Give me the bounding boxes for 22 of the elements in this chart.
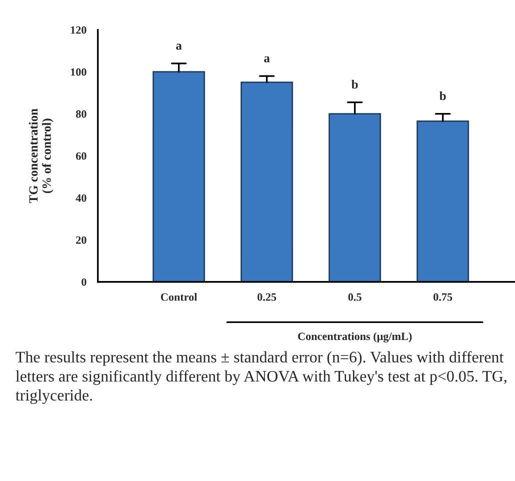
bar: [416, 120, 470, 282]
x-tick-label: 0.25: [258, 293, 276, 301]
y-axis-title: TG concentration (% of control): [28, 108, 54, 204]
text: The results represent the means ± standard error (n=6). Values with different letters are significantly different by ANOVA with Tukey's test at p<0.05. TG, triglyceride.: [16, 351, 506, 404]
bar: [152, 71, 206, 282]
x-tick-label: Control: [160, 292, 198, 301]
x-tick-label: 0.5: [348, 293, 362, 301]
y-tick-label: 80: [76, 110, 86, 118]
annotation: b: [352, 80, 358, 89]
y-tick-label: 20: [76, 236, 86, 244]
y-tick-label: 0: [82, 278, 86, 286]
y-tick-label: 120: [70, 26, 86, 34]
y-tick-label: 100: [70, 68, 86, 76]
x-axis-title: Concentrations (μg/mL): [298, 332, 412, 342]
annotation: a: [264, 56, 270, 62]
x-tick-label: 0.75: [434, 293, 452, 301]
bar: [240, 82, 294, 282]
y-tick-label: 40: [76, 194, 86, 202]
y-tick-label: 60: [76, 152, 86, 160]
annotation: a: [176, 44, 182, 50]
bar: [328, 113, 382, 282]
annotation: b: [440, 91, 446, 100]
